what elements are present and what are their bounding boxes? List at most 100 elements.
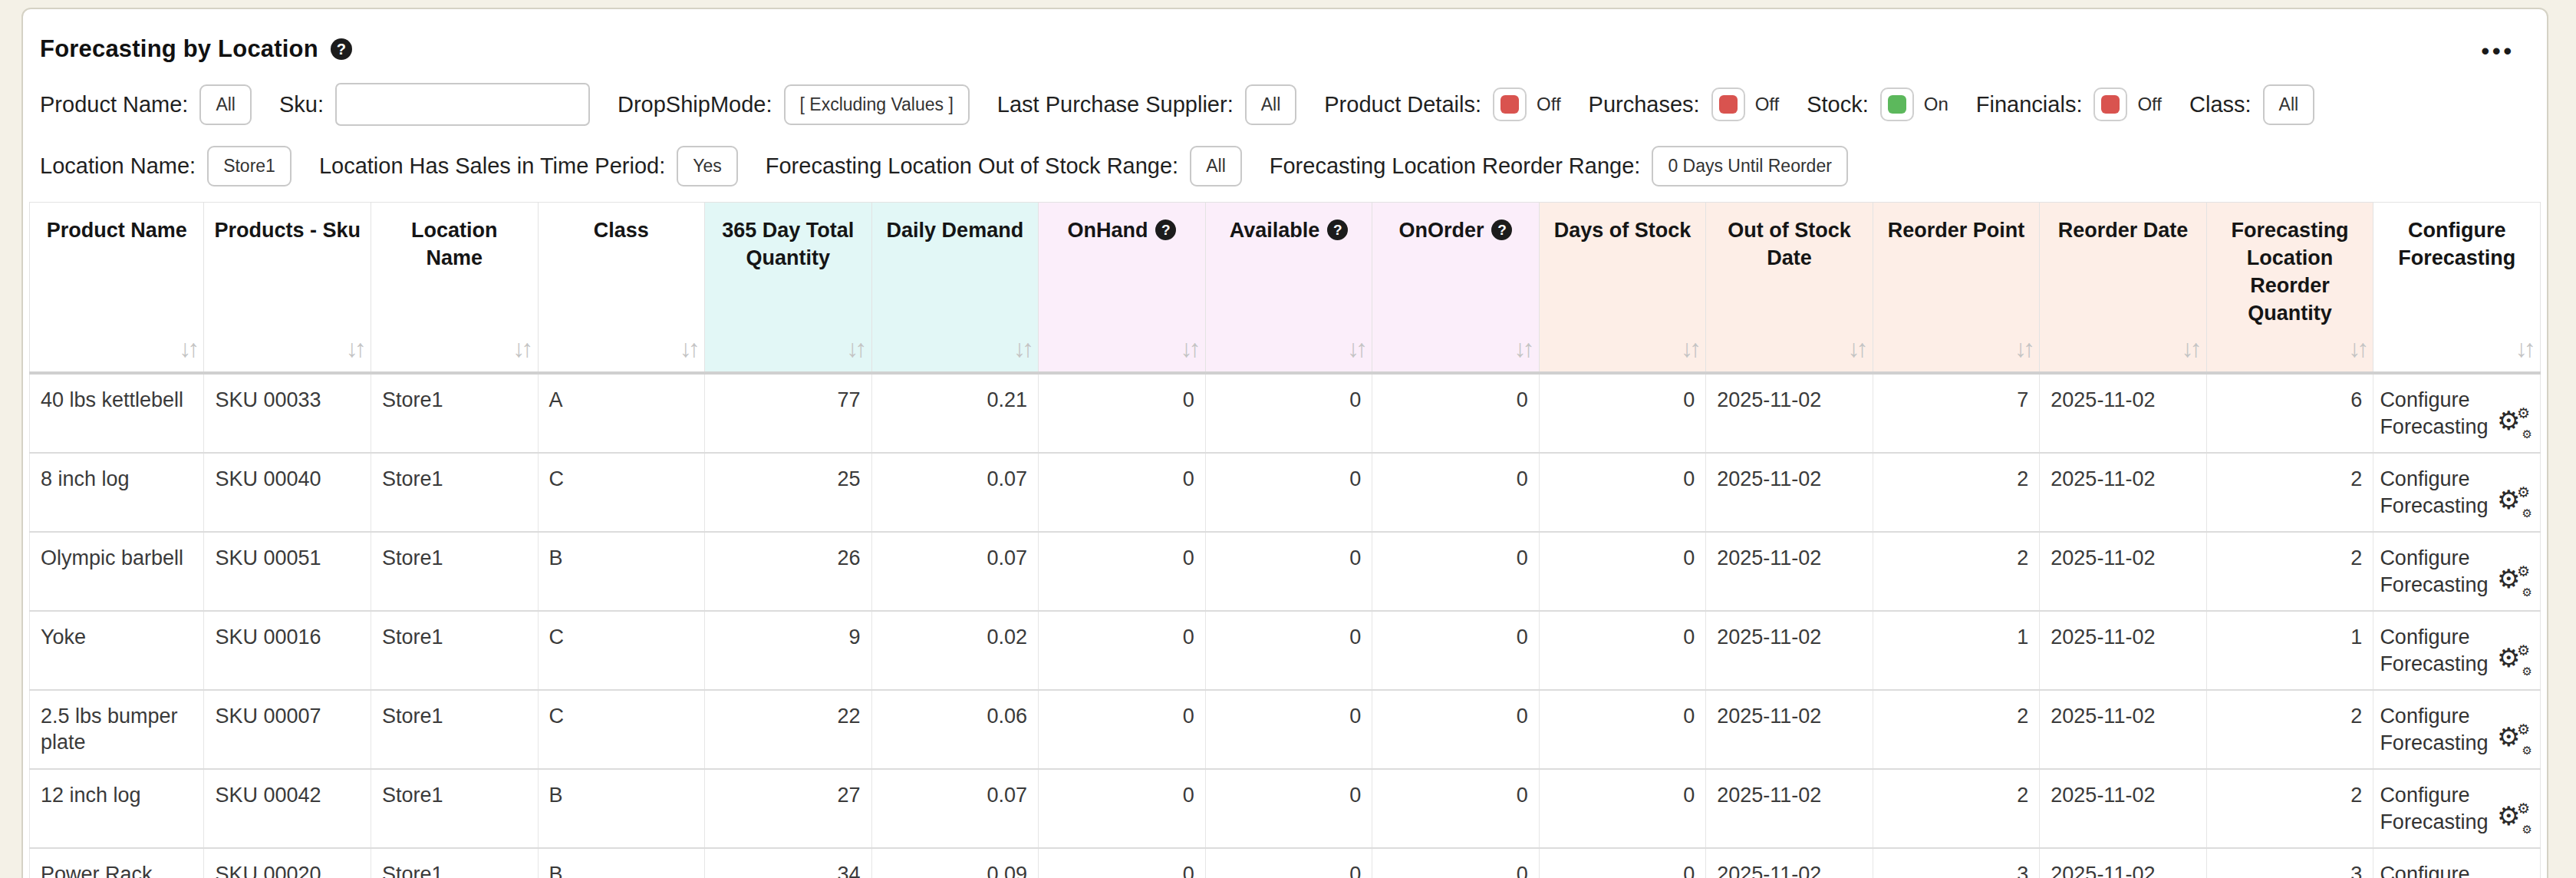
cell-onhand: 0 <box>1039 373 1206 453</box>
column-header-forecasting-location-reorder-quantity[interactable]: Forecasting Location Reorder Quantity↓↑ <box>2206 203 2373 374</box>
cell-product-name: 12 inch log <box>30 769 204 848</box>
table-row: 12 inch logSKU 00042Store1B270.070000202… <box>30 769 2541 848</box>
help-icon[interactable]: ? <box>1491 220 1512 240</box>
cell-available: 0 <box>1205 373 1372 453</box>
cell-reorder-point: 2 <box>1873 532 2040 611</box>
sku-input[interactable] <box>335 83 590 126</box>
stock-toggle[interactable] <box>1880 87 1914 121</box>
product-name-filter-button[interactable]: All <box>199 84 252 125</box>
cell-available: 0 <box>1205 453 1372 532</box>
product-details-state: Off <box>1537 94 1561 115</box>
column-header-available[interactable]: Available?↓↑ <box>1205 203 1372 374</box>
title-help-icon[interactable]: ? <box>331 38 352 60</box>
configure-forecasting-link[interactable]: Configure Forecasting ⚙⚙⚙ <box>2380 467 2532 517</box>
out-of-stock-range-filter-button[interactable]: All <box>1190 146 1242 186</box>
last-purchase-supplier-filter-button[interactable]: All <box>1245 84 1297 125</box>
cell-onorder: 0 <box>1372 690 1540 769</box>
location-has-sales-label: Location Has Sales in Time Period: <box>319 153 665 179</box>
filter-row-2: Location Name: Store1 Location Has Sales… <box>23 146 2547 186</box>
help-icon[interactable]: ? <box>1327 220 1348 240</box>
sort-icon: ↓↑ <box>346 336 363 361</box>
cell-out-of-stock-date: 2025-11-02 <box>1706 532 1873 611</box>
card-header: Forecasting by Location ? <box>23 9 2547 63</box>
location-name-label: Location Name: <box>40 153 196 179</box>
cell-location-name: Store1 <box>371 373 539 453</box>
column-header-reorder-point[interactable]: Reorder Point↓↑ <box>1873 203 2040 374</box>
sort-icon: ↓↑ <box>513 336 530 361</box>
filter-sku: Sku: <box>279 83 590 126</box>
cell-out-of-stock-date: 2025-11-02 <box>1706 453 1873 532</box>
stock-label: Stock: <box>1807 92 1869 117</box>
cell-days-of-stock: 0 <box>1539 769 1706 848</box>
cell-class: A <box>538 373 705 453</box>
column-header-label: Days of Stock <box>1554 219 1692 242</box>
cell-available: 0 <box>1205 611 1372 690</box>
gears-icon: ⚙⚙⚙ <box>2497 492 2532 517</box>
product-details-toggle[interactable] <box>1493 87 1527 121</box>
column-header-365-day-total-quantity[interactable]: 365 Day Total Quantity↓↑ <box>705 203 872 374</box>
cell-365-day-total-quantity: 9 <box>705 611 872 690</box>
configure-forecasting-link[interactable]: Configure Forecasting ⚙⚙⚙ <box>2380 388 2532 438</box>
cell-product-name: 2.5 lbs bumper plate <box>30 690 204 769</box>
cell-daily-demand: 0.07 <box>871 532 1039 611</box>
column-header-class[interactable]: Class↓↑ <box>538 203 705 374</box>
column-header-label: Class <box>594 219 649 242</box>
configure-forecasting-link[interactable]: Configure Forecasting ⚙⚙⚙ <box>2380 546 2532 596</box>
cell-reorder-point: 3 <box>1873 848 2040 878</box>
cell-onhand: 0 <box>1039 453 1206 532</box>
column-header-label: Reorder Date <box>2058 219 2189 242</box>
filter-row-1: Product Name: All Sku: DropShipMode: [ E… <box>23 83 2547 126</box>
financials-toggle[interactable] <box>2093 87 2127 121</box>
cell-reorder-point: 2 <box>1873 453 2040 532</box>
filter-last-purchase-supplier: Last Purchase Supplier: All <box>997 84 1296 125</box>
cell-daily-demand: 0.06 <box>871 690 1039 769</box>
help-icon[interactable]: ? <box>1155 220 1176 240</box>
reorder-range-filter-button[interactable]: 0 Days Until Reorder <box>1652 146 1847 186</box>
purchases-label: Purchases: <box>1589 92 1700 117</box>
location-has-sales-filter-button[interactable]: Yes <box>677 146 738 186</box>
configure-forecasting-link[interactable]: Configure Forecasting ⚙⚙⚙ <box>2380 705 2532 754</box>
sort-icon: ↓↑ <box>2014 336 2031 361</box>
sort-icon: ↓↑ <box>1514 336 1531 361</box>
more-options-button[interactable]: ••• <box>2481 40 2515 63</box>
cell-class: B <box>538 769 705 848</box>
column-header-products-sku[interactable]: Products - Sku↓↑ <box>204 203 371 374</box>
location-name-filter-button[interactable]: Store1 <box>207 146 292 186</box>
cell-onhand: 0 <box>1039 769 1206 848</box>
sort-icon: ↓↑ <box>847 336 864 361</box>
column-header-out-of-stock-date[interactable]: Out of Stock Date↓↑ <box>1706 203 1873 374</box>
dropshipmode-filter-button[interactable]: [ Excluding Values ] <box>784 84 970 125</box>
column-header-location-name[interactable]: Location Name↓↑ <box>371 203 539 374</box>
sort-icon: ↓↑ <box>1848 336 1865 361</box>
column-header-product-name[interactable]: Product Name↓↑ <box>30 203 204 374</box>
column-header-label: OnHand <box>1067 219 1148 242</box>
configure-forecasting-link[interactable]: Configure Forecasting ⚙⚙⚙ <box>2380 784 2532 833</box>
table-header-row: Product Name↓↑Products - Sku↓↑Location N… <box>30 203 2541 374</box>
financials-label: Financials: <box>1976 92 2083 117</box>
table-row: 8 inch logSKU 00040Store1C250.0700002025… <box>30 453 2541 532</box>
column-header-configure-forecasting[interactable]: Configure Forecasting↓↑ <box>2373 203 2541 374</box>
cell-products-sku: SKU 00051 <box>204 532 371 611</box>
cell-reorder-point: 7 <box>1873 373 2040 453</box>
table-row: 2.5 lbs bumper plateSKU 00007Store1C220.… <box>30 690 2541 769</box>
column-header-days-of-stock[interactable]: Days of Stock↓↑ <box>1539 203 1706 374</box>
filter-financials: Financials: Off <box>1976 87 2162 121</box>
cell-onorder: 0 <box>1372 373 1540 453</box>
cell-products-sku: SKU 00020 <box>204 848 371 878</box>
column-header-label: Product Name <box>47 219 187 242</box>
column-header-onhand[interactable]: OnHand?↓↑ <box>1039 203 1206 374</box>
cell-days-of-stock: 0 <box>1539 373 1706 453</box>
cell-class: C <box>538 453 705 532</box>
cell-class: B <box>538 532 705 611</box>
class-filter-button[interactable]: All <box>2263 84 2315 125</box>
configure-forecasting-link[interactable]: Configure Forecasting ⚙⚙⚙ <box>2380 625 2532 675</box>
toggle-off-knob <box>1719 95 1738 114</box>
cell-location-name: Store1 <box>371 690 539 769</box>
configure-forecasting-link[interactable]: Configure Forecasting ⚙⚙⚙ <box>2380 863 2532 878</box>
column-header-onorder[interactable]: OnOrder?↓↑ <box>1372 203 1540 374</box>
column-header-reorder-date[interactable]: Reorder Date↓↑ <box>2040 203 2207 374</box>
column-header-daily-demand[interactable]: Daily Demand↓↑ <box>871 203 1039 374</box>
cell-reorder-date: 2025-11-02 <box>2040 611 2207 690</box>
cell-location-name: Store1 <box>371 453 539 532</box>
purchases-toggle[interactable] <box>1711 87 1745 121</box>
